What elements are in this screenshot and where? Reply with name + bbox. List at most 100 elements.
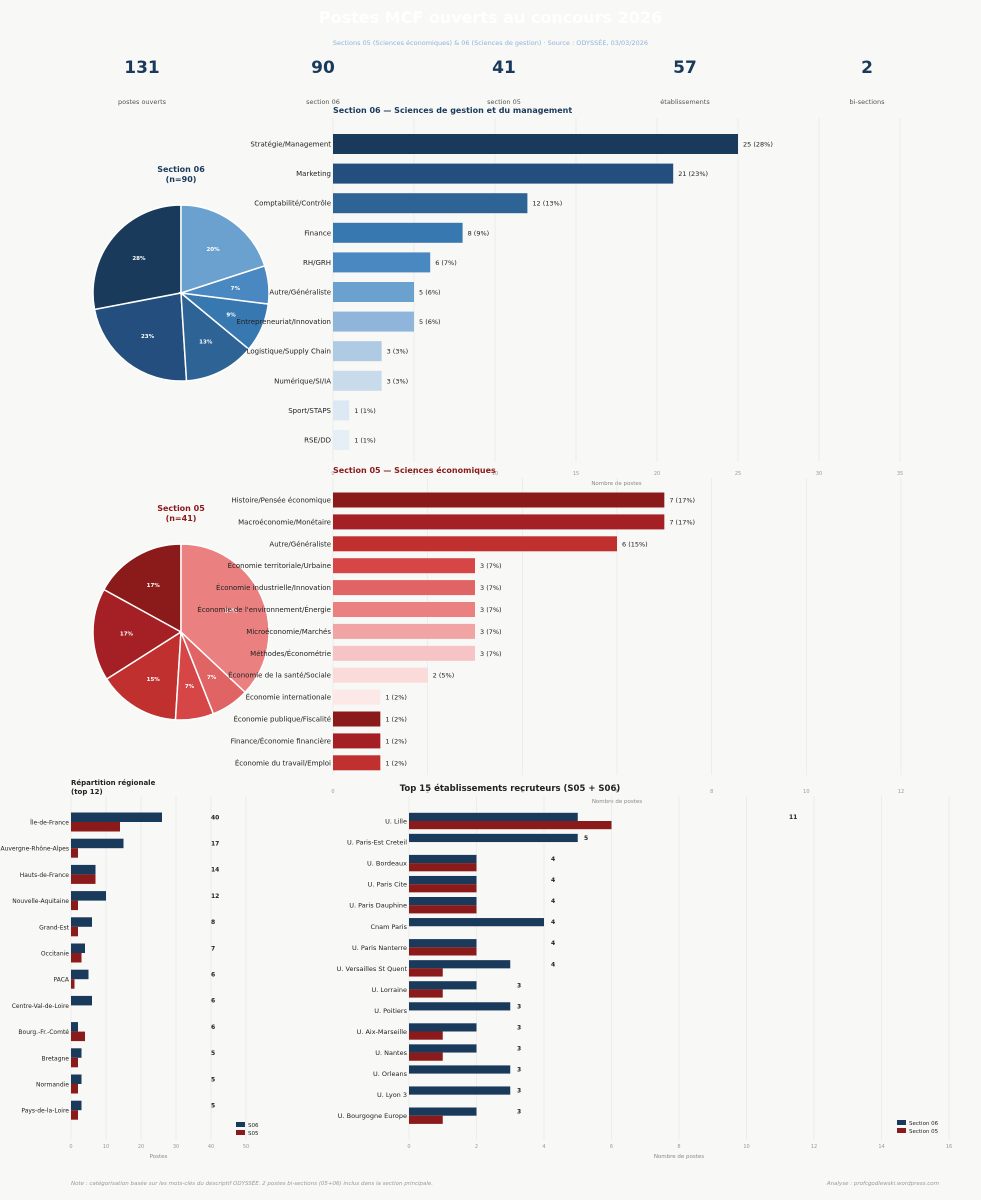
category-label: Normandie <box>36 1082 69 1089</box>
page-title: Postes MCF ouverts au concours 2026 <box>318 8 663 27</box>
bar-value-label: 6 (7%) <box>435 259 457 267</box>
legend-swatch <box>236 1130 245 1135</box>
bar <box>333 163 674 184</box>
kpi-label: section 06 <box>306 98 340 106</box>
kpi-etablissements: 57 établissements <box>595 58 775 106</box>
category-label: U. Aix-Marseille <box>357 1028 407 1036</box>
category-label: Stratégie/Management <box>250 141 331 149</box>
bar-total-label: 3 <box>517 982 521 989</box>
x-axis-label: Nombre de postes <box>654 1154 704 1160</box>
category-label: Méthodes/Économétrie <box>250 649 331 658</box>
bar-total-label: 5 <box>211 1050 215 1057</box>
bar-chart-title: Top 15 établissements recruteurs (S05 + … <box>400 783 621 794</box>
x-tick-label: 30 <box>816 471 822 477</box>
bar-value-label: 3 (7%) <box>480 628 502 636</box>
bar <box>71 900 78 911</box>
bar-value-label: 25 (28%) <box>743 141 773 149</box>
bar-value-label: 3 (7%) <box>480 562 502 570</box>
x-tick-label: 0 <box>331 789 334 795</box>
category-label: Comptabilité/Contrôle <box>254 200 331 208</box>
bar-value-label: 6 (15%) <box>622 540 648 548</box>
bar <box>409 960 511 969</box>
pie-slice-label: 7% <box>207 675 217 681</box>
category-label: Autre/Généraliste <box>269 540 331 548</box>
bar-total-label: 40 <box>211 814 219 821</box>
x-tick-label: 35 <box>897 471 903 477</box>
bar <box>71 1100 82 1111</box>
x-tick-label: 0 <box>407 1144 410 1150</box>
bar <box>409 1115 443 1124</box>
bar <box>71 838 124 849</box>
bar-value-label: 12 (13%) <box>532 200 562 208</box>
pie-slice-label: 17% <box>147 583 161 589</box>
pie-slice-label: 7% <box>231 286 241 292</box>
category-label: Marketing <box>296 170 331 178</box>
x-tick-label: 0 <box>331 471 334 477</box>
category-label: U. Paris Cite <box>368 881 407 889</box>
category-label: U. Paris Nanterre <box>352 944 407 952</box>
category-label: Économie de l'environnement/Énergie <box>197 605 331 614</box>
category-label: Économie territoriale/Urbaine <box>228 561 331 570</box>
pie-slice <box>102 543 182 634</box>
legend-label: S05 <box>248 1131 259 1137</box>
category-label: Centre-Val-de-Loire <box>12 1003 70 1010</box>
bar-total-label: 4 <box>551 898 555 905</box>
x-axis-label: Nombre de postes <box>592 799 642 805</box>
kpi-label: postes ouverts <box>117 98 167 106</box>
x-tick-label: 20 <box>138 1144 144 1150</box>
bar-total-label: 4 <box>551 961 555 968</box>
category-label: Autre/Généraliste <box>269 289 331 297</box>
bar <box>333 514 665 530</box>
pie-slice-label: 23% <box>141 334 155 340</box>
pie-slice <box>92 588 183 681</box>
category-label: Histoire/Pensée économique <box>231 497 331 505</box>
bar-total-label: 4 <box>551 919 555 926</box>
bar <box>333 711 381 727</box>
bar <box>409 1044 477 1053</box>
category-label: U. Poitiers <box>374 1007 407 1015</box>
bar <box>333 222 463 243</box>
bar-total-label: 6 <box>211 1024 215 1031</box>
bar <box>333 134 738 154</box>
kpi-section06: 90 section 06 <box>233 58 413 106</box>
bar <box>333 733 381 749</box>
x-tick-label: 2 <box>426 789 429 795</box>
bar-total-label: 3 <box>517 1067 521 1074</box>
bar <box>333 623 475 639</box>
bar-value-label: 5 (6%) <box>419 289 441 297</box>
pie-slice <box>180 291 250 382</box>
bar-value-label: 1 (2%) <box>385 737 407 745</box>
bar <box>71 969 89 980</box>
pie-slice-label: 13% <box>199 340 213 346</box>
bar <box>333 282 414 302</box>
x-tick-label: 16 <box>946 1144 952 1150</box>
bar <box>71 953 82 963</box>
pie-slice <box>180 204 266 295</box>
x-tick-label: 6 <box>610 1144 613 1150</box>
category-label: U. Paris-Est Creteil <box>347 839 407 847</box>
bar-value-label: 8 (9%) <box>468 229 490 237</box>
category-label: RH/GRH <box>303 259 331 267</box>
pie-slice-label: 7% <box>185 684 195 690</box>
bar <box>71 1110 78 1120</box>
bar <box>409 854 477 864</box>
bar <box>71 1057 78 1068</box>
pie-slice-label: 37% <box>224 608 238 614</box>
bar-total-label: 8 <box>211 919 215 926</box>
bar-value-label: 3 (3%) <box>387 348 409 356</box>
pie-title: Section 05 <box>157 504 205 513</box>
bar <box>71 1048 82 1058</box>
bar-value-label: 1 (2%) <box>385 759 407 767</box>
bar <box>409 1031 443 1040</box>
category-label: Numérique/SI/IA <box>274 377 331 385</box>
category-label: Logistique/Supply Chain <box>247 348 331 356</box>
bar-chart-title: Section 06 — Sciences de gestion et du m… <box>333 106 572 115</box>
bar <box>333 667 428 683</box>
bar <box>409 1052 443 1061</box>
bar <box>409 1002 511 1011</box>
bar <box>71 943 85 953</box>
pie-slice-label: 20% <box>206 247 220 253</box>
bar-value-label: 7 (17%) <box>669 518 695 526</box>
kpi-label: bi-sections <box>849 98 885 106</box>
category-label: Bretagne <box>42 1055 70 1062</box>
